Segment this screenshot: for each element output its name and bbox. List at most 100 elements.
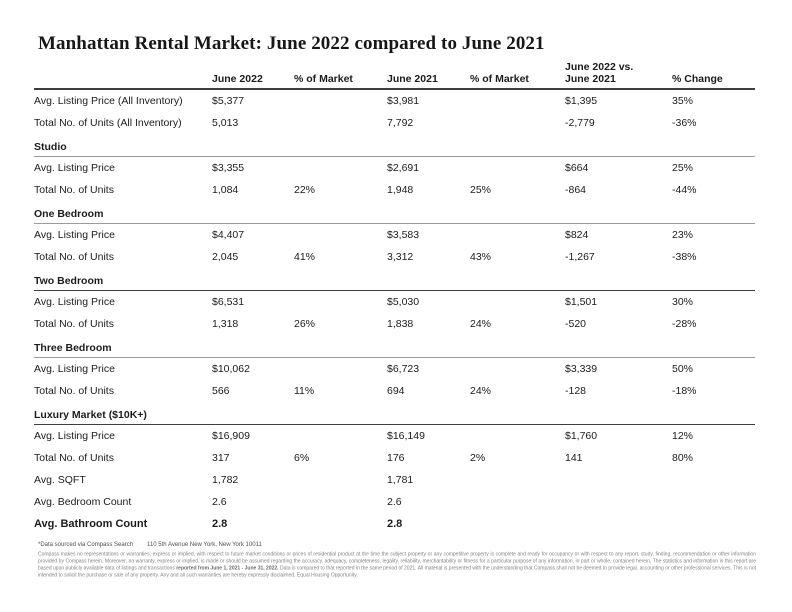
cell-june-2022: 5,013 — [212, 117, 239, 129]
cell-june-2021: 3,312 — [387, 251, 414, 263]
cell-june-2021: 1,838 — [387, 318, 414, 330]
cell-june-2022: 566 — [212, 385, 230, 397]
footnote-source: *Data sourced via Compass Search — [38, 542, 134, 548]
cell-difference: $824 — [565, 229, 589, 241]
row-label: Total No. of Units (All Inventory) — [34, 117, 182, 129]
table-row: Total No. of Units 1,318 26% 1,838 24% -… — [34, 313, 755, 335]
cell-market-share-2021: 2% — [470, 452, 486, 464]
cell-market-share-2021: 43% — [470, 251, 492, 263]
cell-market-share-2022: 41% — [294, 251, 316, 263]
cell-june-2021: 7,792 — [387, 117, 414, 129]
row-label: Avg. Listing Price — [34, 229, 115, 241]
row-label: Avg. Bedroom Count — [34, 496, 132, 508]
table-row: Avg. Listing Price (All Inventory) $5,37… — [34, 90, 755, 112]
cell-percent-change: 23% — [672, 229, 694, 241]
cell-june-2021: $3,583 — [387, 229, 420, 241]
page-title: Manhattan Rental Market: June 2022 compa… — [38, 33, 545, 54]
row-label: Avg. Listing Price — [34, 296, 115, 308]
cell-june-2021: $2,691 — [387, 162, 420, 174]
cell-difference: -2,779 — [565, 117, 595, 129]
cell-june-2022: $3,355 — [212, 162, 245, 174]
cell-market-share-2021: 24% — [470, 385, 492, 397]
disclaimer-text-part1: Compass makes no representations or warr… — [38, 551, 756, 572]
cell-june-2021: 694 — [387, 385, 405, 397]
cell-june-2022: 2.6 — [212, 496, 227, 508]
cell-percent-change: 35% — [672, 95, 694, 107]
cell-june-2021: $3,981 — [387, 95, 420, 107]
column-header-difference: June 2022 vs. June 2021 — [565, 61, 672, 85]
cell-difference: 141 — [565, 452, 583, 464]
cell-june-2022: $16,909 — [212, 430, 250, 442]
table-row: Total No. of Units 317 6% 176 2% 141 80% — [34, 447, 755, 469]
column-header-percent-change: % Change — [672, 73, 723, 85]
section-header-studio: Studio — [34, 140, 755, 157]
row-label: Avg. Listing Price — [34, 430, 115, 442]
table-row: Avg. Listing Price $3,355 $2,691 $664 25… — [34, 157, 755, 179]
cell-difference: -1,267 — [565, 251, 595, 263]
row-label: Total No. of Units — [34, 385, 114, 397]
cell-percent-change: 25% — [672, 162, 694, 174]
cell-difference: $1,395 — [565, 95, 598, 107]
legal-disclaimer: Compass makes no representations or warr… — [38, 551, 756, 585]
row-label: Avg. Listing Price — [34, 162, 115, 174]
rental-market-table: June 2022 % of Market June 2021 % of Mar… — [34, 57, 755, 535]
column-header-market-share-2021: % of Market — [470, 73, 529, 85]
cell-market-share-2021: 25% — [470, 184, 492, 196]
cell-june-2022: $6,531 — [212, 296, 245, 308]
cell-difference: $664 — [565, 162, 589, 174]
cell-difference: -864 — [565, 184, 587, 196]
cell-percent-change: -44% — [672, 184, 697, 196]
cell-june-2022: 1,782 — [212, 474, 239, 486]
row-label: Avg. SQFT — [34, 474, 86, 486]
cell-market-share-2022: 11% — [294, 385, 315, 397]
section-header-three-bedroom: Three Bedroom — [34, 341, 755, 358]
cell-difference: $1,501 — [565, 296, 598, 308]
row-label: Total No. of Units — [34, 318, 114, 330]
table-row: Avg. Bedroom Count 2.6 2.6 — [34, 491, 755, 513]
cell-percent-change: 80% — [672, 452, 694, 464]
cell-percent-change: 12% — [672, 430, 694, 442]
cell-june-2022: $4,407 — [212, 229, 245, 241]
cell-difference: -520 — [565, 318, 587, 330]
table-header-row: June 2022 % of Market June 2021 % of Mar… — [34, 57, 755, 90]
table-row: Total No. of Units 2,045 41% 3,312 43% -… — [34, 246, 755, 268]
section-header-one-bedroom: One Bedroom — [34, 207, 755, 224]
section-header-luxury-market: Luxury Market ($10K+) — [34, 408, 755, 425]
column-header-difference-line2: June 2021 — [565, 73, 616, 85]
footnote-address: 110 5th Avenue New York, New York 10011 — [147, 542, 262, 548]
cell-percent-change: -18% — [672, 385, 697, 397]
cell-june-2021: $5,030 — [387, 296, 420, 308]
column-header-difference-line1: June 2022 vs. — [565, 61, 634, 73]
cell-market-share-2022: 26% — [294, 318, 316, 330]
cell-june-2022: 317 — [212, 452, 230, 464]
table-row: Avg. Bathroom Count 2.8 2.8 — [34, 513, 755, 535]
cell-percent-change: -28% — [672, 318, 697, 330]
cell-june-2022: $10,062 — [212, 363, 250, 375]
disclaimer-text-bold: reported from June 1, 2021 - June 31, 20… — [176, 565, 279, 572]
row-label: Avg. Listing Price — [34, 363, 115, 375]
cell-june-2022: 1,084 — [212, 184, 239, 196]
table-row: Avg. Listing Price $10,062 $6,723 $3,339… — [34, 358, 755, 380]
cell-june-2021: $16,149 — [387, 430, 425, 442]
cell-percent-change: -36% — [672, 117, 697, 129]
section-header-two-bedroom: Two Bedroom — [34, 274, 755, 291]
row-label: Total No. of Units — [34, 251, 114, 263]
cell-june-2021: 2.6 — [387, 496, 402, 508]
table-row: Total No. of Units 566 11% 694 24% -128 … — [34, 380, 755, 402]
cell-june-2021: 2.8 — [387, 518, 403, 530]
cell-june-2021: $6,723 — [387, 363, 420, 375]
row-label: Total No. of Units — [34, 452, 114, 464]
table-row: Avg. Listing Price $6,531 $5,030 $1,501 … — [34, 291, 755, 313]
table-row: Total No. of Units 1,084 22% 1,948 25% -… — [34, 179, 755, 201]
column-header-june-2022: June 2022 — [212, 73, 263, 85]
table-row: Avg. Listing Price $16,909 $16,149 $1,76… — [34, 425, 755, 447]
cell-percent-change: 30% — [672, 296, 694, 308]
cell-june-2022: 1,318 — [212, 318, 239, 330]
table-row: Total No. of Units (All Inventory) 5,013… — [34, 112, 755, 134]
cell-market-share-2021: 24% — [470, 318, 492, 330]
cell-difference: $1,760 — [565, 430, 598, 442]
cell-june-2022: $5,377 — [212, 95, 245, 107]
cell-june-2021: 176 — [387, 452, 405, 464]
cell-market-share-2022: 22% — [294, 184, 316, 196]
